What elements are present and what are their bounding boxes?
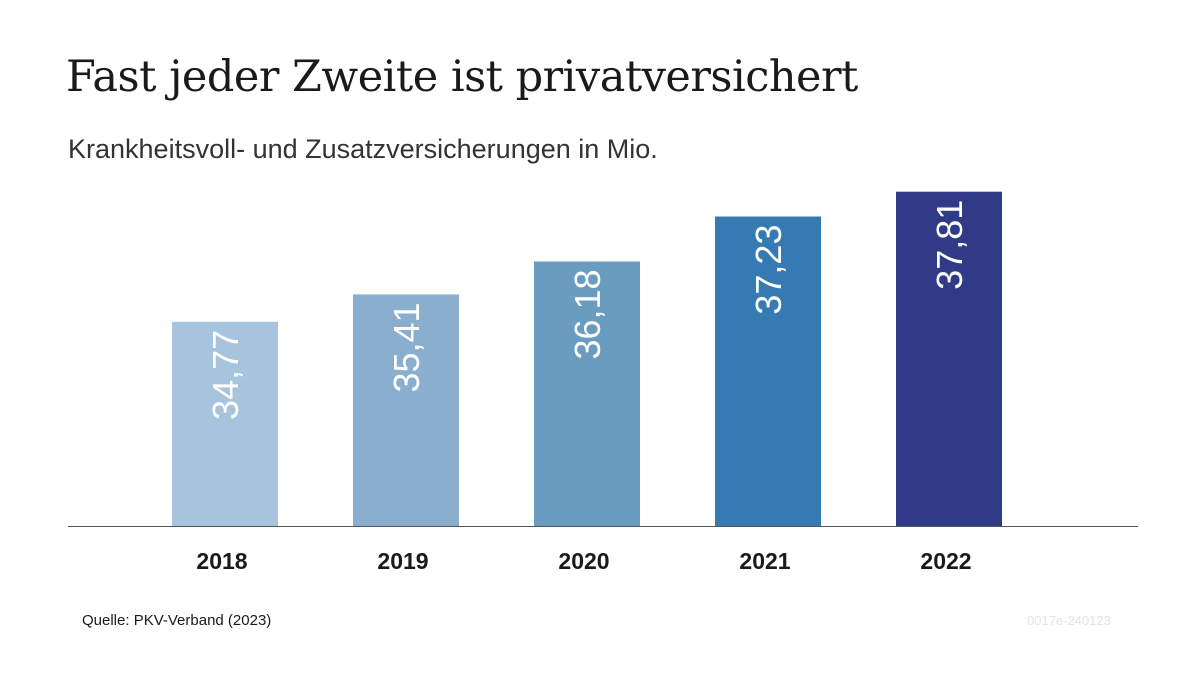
source-note: Quelle: PKV-Verband (2023) xyxy=(82,612,272,629)
chart-title: Fast jeder Zweite ist privatversichert xyxy=(66,52,858,102)
bar-value-label-2018: 34,77 xyxy=(205,330,246,420)
bar-value-label-2021: 37,23 xyxy=(748,225,789,315)
bar-value-label-2022: 37,81 xyxy=(929,200,970,290)
bar-2018 xyxy=(172,321,278,526)
bar-value-label-2020: 36,18 xyxy=(567,269,608,359)
x-tick-label-2020: 2020 xyxy=(558,548,609,574)
bar-2021 xyxy=(715,216,821,526)
bar-2020 xyxy=(534,261,640,526)
x-tick-label-2018: 2018 xyxy=(196,548,247,574)
x-tick-label-2019: 2019 xyxy=(377,548,428,574)
x-tick-label-2021: 2021 xyxy=(739,548,790,574)
chart-code: 0017e-240123 xyxy=(1027,613,1111,628)
x-tick-label-2022: 2022 xyxy=(920,548,971,574)
chart-subtitle: Krankheitsvoll- und Zusatzversicherungen… xyxy=(68,134,658,164)
bar-2019 xyxy=(353,294,459,526)
bar-value-label-2019: 35,41 xyxy=(386,302,427,392)
bar-2022 xyxy=(896,191,1002,526)
